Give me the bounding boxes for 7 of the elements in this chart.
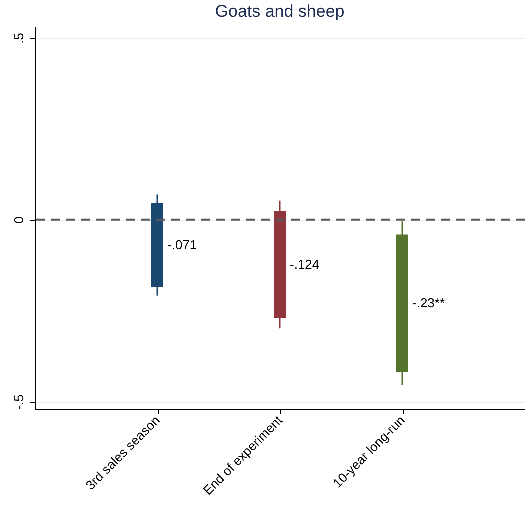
- y-tick-label: .5: [12, 32, 26, 44]
- annotation: -.23**: [412, 295, 446, 310]
- annotation: -.124: [290, 256, 320, 272]
- y-tick-label: -.5: [12, 394, 26, 410]
- annotation: -.071: [168, 238, 198, 253]
- chart-title: Goats and sheep: [215, 2, 345, 21]
- y-tick-label: 0: [12, 216, 26, 224]
